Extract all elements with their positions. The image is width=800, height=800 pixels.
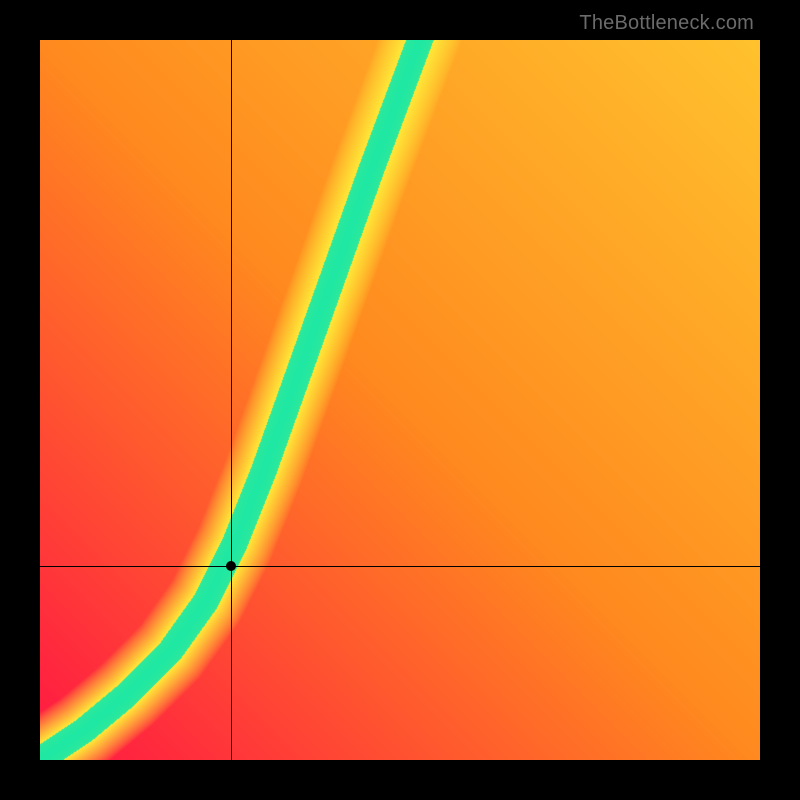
heatmap-canvas xyxy=(40,40,760,760)
chart-frame: TheBottleneck.com xyxy=(0,0,800,800)
crosshair-vertical xyxy=(231,40,232,760)
watermark-text: TheBottleneck.com xyxy=(579,12,754,35)
data-point-marker xyxy=(226,561,236,571)
heatmap-plot xyxy=(40,40,760,760)
crosshair-horizontal xyxy=(40,566,760,567)
